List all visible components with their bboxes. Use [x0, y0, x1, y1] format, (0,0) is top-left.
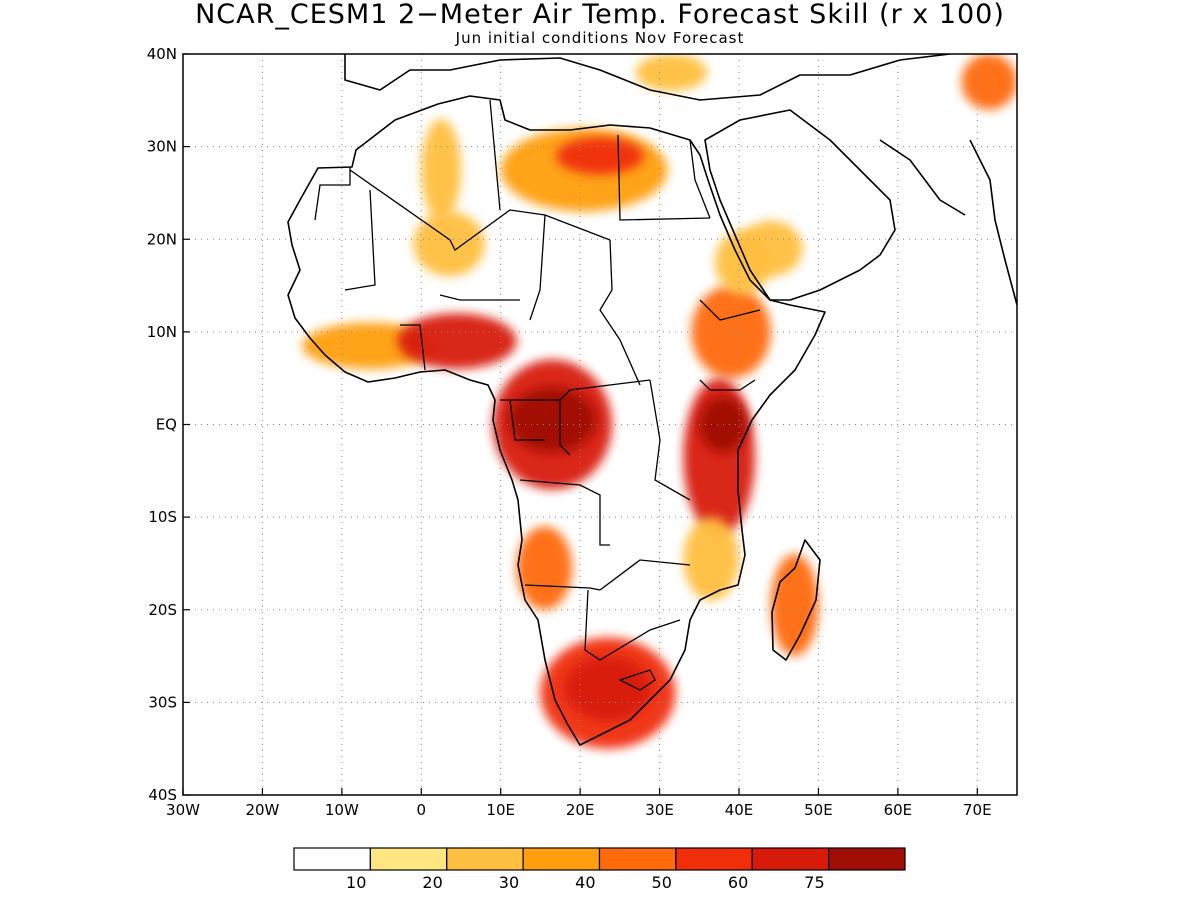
border-line	[439, 294, 520, 301]
border-line	[529, 214, 546, 321]
skill-region	[556, 137, 644, 175]
colorbar-swatch	[369, 847, 448, 871]
europe-coastline	[344, 54, 951, 101]
skill-shading-layer	[302, 54, 1017, 749]
colorbar-swatch	[598, 847, 677, 871]
gulf-coastline	[879, 139, 966, 216]
map-title: NCAR_CESM1 2−Meter Air Temp. Forecast Sk…	[195, 0, 1005, 30]
border-line	[400, 324, 426, 371]
lat-tick-label: 40S	[148, 786, 177, 804]
colorbar-swatch	[522, 847, 601, 871]
border-line	[489, 99, 501, 211]
lon-tick-label: 10E	[486, 801, 515, 819]
skill-region	[508, 387, 597, 453]
colorbar-swatch	[751, 847, 830, 871]
skill-region	[516, 526, 573, 610]
colorbar-swatch	[675, 847, 753, 871]
colorbar-label: 10	[346, 873, 366, 892]
border-line	[618, 669, 656, 691]
border-line	[599, 559, 691, 591]
border-line	[699, 299, 761, 321]
madagascar-coastline	[771, 539, 821, 661]
border-line	[344, 189, 376, 291]
colorbar-label: 40	[575, 873, 595, 892]
lon-tick-label: 0	[417, 801, 427, 819]
colorbar-label: 30	[499, 873, 519, 892]
africa-coastline	[287, 95, 826, 746]
colorbar-label: 20	[422, 873, 442, 892]
skill-region	[683, 517, 739, 601]
lon-tick-label: 20E	[566, 801, 595, 819]
border-line	[509, 399, 545, 441]
colorbar-swatch	[446, 847, 524, 871]
colorbar-swatch	[293, 847, 371, 871]
lon-tick-label: 40E	[725, 801, 754, 819]
colorbar-swatch	[828, 847, 906, 871]
lon-tick-label: 10W	[325, 801, 359, 819]
border-line	[584, 589, 681, 661]
axis-ticks	[182, 53, 978, 796]
lon-tick-label: 60E	[884, 801, 913, 819]
axis-labels: 30W 20W 10W 0 10E 20E 30E 40E 50E 60E 70E 40N 30N 20N…	[147, 45, 992, 819]
skill-region	[564, 656, 652, 721]
skill-region	[961, 54, 1017, 110]
border-line	[599, 239, 641, 386]
gridlines	[183, 54, 1017, 795]
arabia-coastline	[704, 109, 896, 301]
border-line	[314, 167, 351, 221]
skill-region	[691, 285, 771, 379]
border-line	[559, 400, 571, 456]
lat-tick-label: 30N	[147, 138, 177, 156]
skill-region	[413, 211, 485, 277]
border-line	[689, 139, 711, 219]
lat-tick-label: 10N	[147, 323, 177, 341]
lat-tick-label: 10S	[148, 508, 177, 526]
border-line	[699, 379, 756, 391]
lat-tick-label: EQ	[156, 416, 177, 434]
lon-tick-label: 70E	[963, 801, 992, 819]
colorbar-label: 75	[804, 873, 824, 892]
lat-tick-label: 20N	[147, 230, 177, 248]
skill-region	[397, 313, 517, 369]
border-line	[649, 379, 691, 501]
skill-region	[421, 118, 461, 221]
border-line	[519, 479, 610, 546]
colorbar-label: 60	[728, 873, 748, 892]
colorbar: 10 20 30 40 50 60 75	[293, 847, 906, 892]
coastline-layer	[287, 54, 1017, 746]
lon-tick-label: 50E	[804, 801, 833, 819]
colorbar-label: 50	[652, 873, 672, 892]
map-subtitle: Jun initial conditions Nov Forecast	[455, 29, 745, 47]
lon-tick-label: 30W	[166, 801, 200, 819]
skill-region	[635, 54, 708, 92]
lat-tick-label: 30S	[148, 693, 177, 711]
border-line	[524, 584, 601, 591]
lon-tick-label: 30E	[645, 801, 674, 819]
border-line	[349, 169, 611, 251]
skill-region	[739, 220, 803, 277]
india-coastline	[969, 139, 1017, 306]
border-line	[617, 134, 711, 221]
country-border-layer	[314, 99, 761, 691]
lat-tick-label: 40N	[147, 45, 177, 63]
lat-tick-label: 20S	[148, 601, 177, 619]
lon-tick-label: 20W	[245, 801, 279, 819]
